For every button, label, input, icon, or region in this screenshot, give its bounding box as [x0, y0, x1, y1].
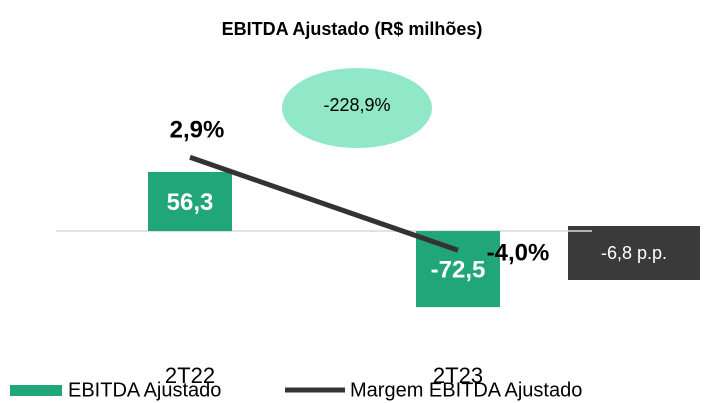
bar — [148, 171, 232, 232]
bar-value-label: 56,3 — [167, 189, 214, 216]
line — [189, 154, 459, 253]
legend-label: EBITDA Ajustado — [68, 379, 221, 401]
x-tick-label: 2T23 — [433, 363, 483, 388]
chart-title: EBITDA Ajustado (R$ milhões) — [222, 19, 483, 39]
line-value-label: -4,0% — [487, 240, 550, 267]
annotation-bubble — [282, 68, 432, 148]
annotation: -6,8 p.p. — [601, 243, 667, 263]
annotation: -228,9% — [323, 95, 390, 115]
legend-swatch — [10, 385, 62, 396]
x-tick-label: 2T22 — [165, 363, 215, 388]
line-value-label: 2,9% — [170, 117, 225, 144]
bar — [416, 231, 500, 308]
bar-value-label: -72,5 — [431, 256, 486, 283]
annotation-box — [568, 226, 700, 280]
legend-label: Margem EBITDA Ajustado — [350, 379, 582, 401]
